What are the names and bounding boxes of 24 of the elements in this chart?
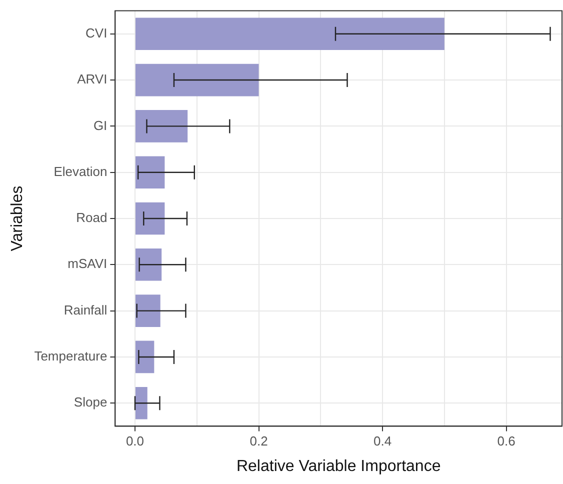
y-tick-label: Temperature	[34, 348, 108, 364]
bar	[135, 386, 148, 420]
y-tick-label: Slope	[74, 394, 108, 410]
x-tick-label: 0.2	[250, 434, 268, 449]
x-tick-label: 0.4	[373, 434, 392, 449]
y-tick-label: ARVI	[77, 72, 108, 87]
x-tick-label: 0.6	[497, 434, 516, 449]
bar	[135, 110, 188, 142]
x-axis-title: Relative Variable Importance	[236, 458, 441, 475]
bar	[135, 156, 165, 188]
bar	[135, 294, 160, 327]
y-axis-title: Variables	[9, 186, 26, 252]
y-tick-label: mSAVI	[68, 256, 108, 272]
bar	[135, 64, 259, 96]
y-tick-label: CVI	[86, 25, 108, 40]
bar	[135, 340, 154, 374]
x-tick-label: 0.0	[126, 434, 144, 449]
y-tick-label: Elevation	[54, 164, 108, 179]
bar	[135, 202, 165, 235]
y-tick-label: GI	[93, 118, 108, 133]
bar	[135, 18, 444, 50]
bar	[135, 248, 162, 281]
y-tick-label: Road	[76, 210, 108, 226]
y-tick-label: Rainfall	[64, 302, 108, 318]
